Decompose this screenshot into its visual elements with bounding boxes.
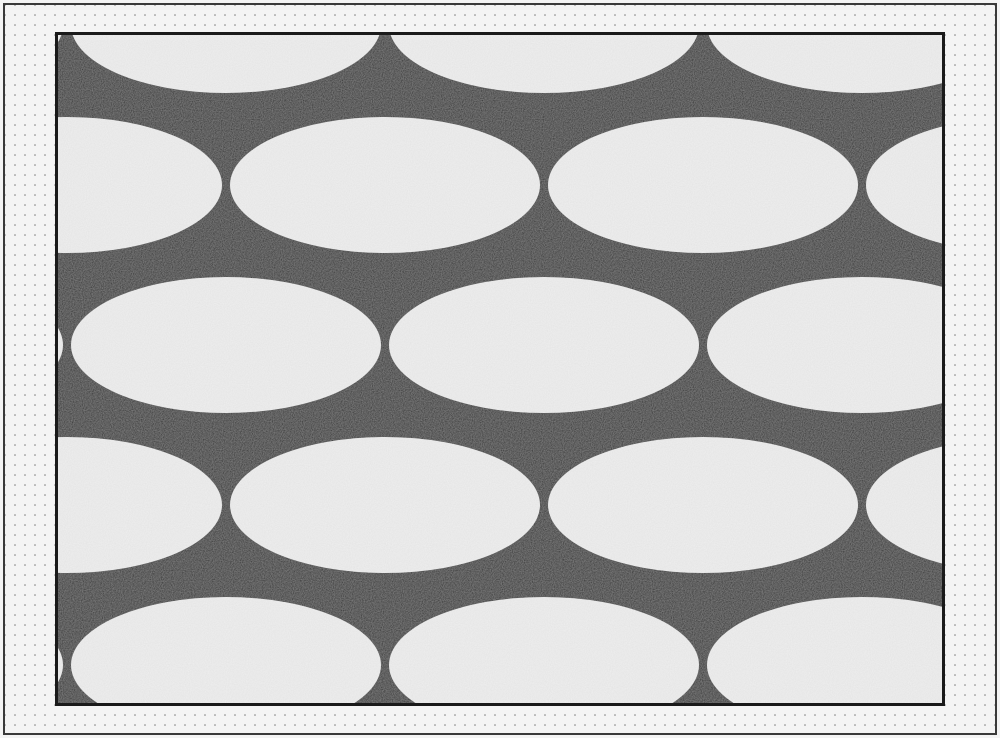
ellipse (548, 437, 858, 573)
page-root (0, 0, 1000, 738)
ellipse (71, 277, 381, 413)
pattern-panel (55, 32, 945, 706)
ellipse (230, 117, 540, 253)
ellipse (389, 277, 699, 413)
ellipse (548, 117, 858, 253)
pattern-svg (58, 35, 942, 703)
ellipse (230, 437, 540, 573)
